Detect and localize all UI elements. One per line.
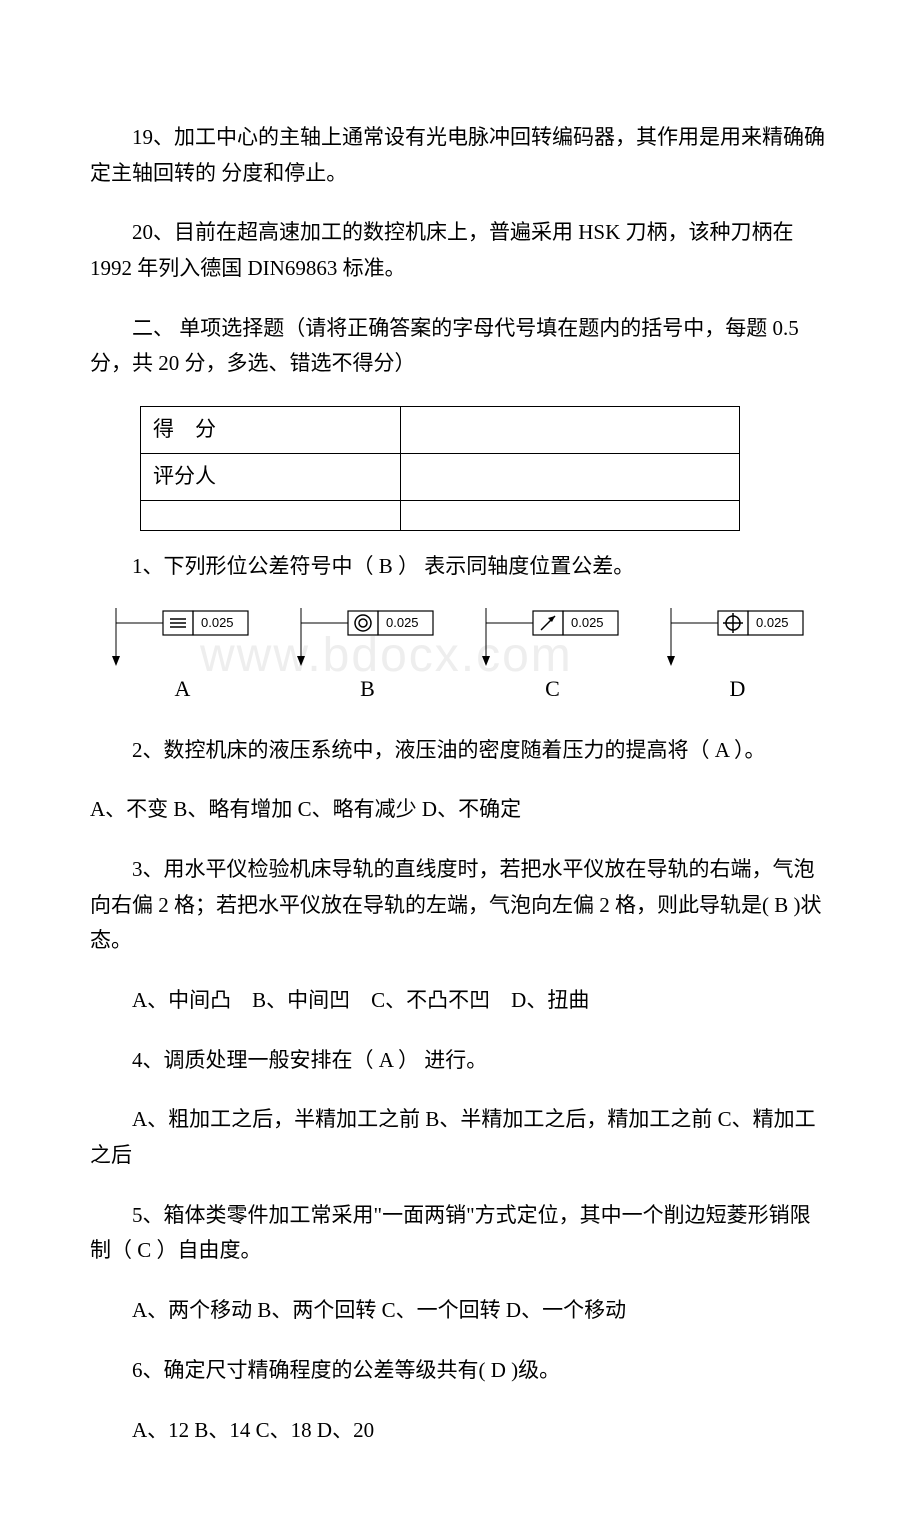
- table-row: 评分人: [141, 453, 740, 500]
- question-3: 3、用水平仪检验机床导轨的直线度时，若把水平仪放在导轨的右端，气泡向右偏 2 格…: [90, 852, 830, 959]
- symbol-label-b: B: [360, 670, 375, 707]
- section-2-heading: 二、 单项选择题（请将正确答案的字母代号填在题内的括号中，每题 0.5 分，共 …: [90, 311, 830, 382]
- empty-cell: [141, 500, 401, 530]
- svg-text:0.025: 0.025: [571, 615, 604, 630]
- svg-text:0.025: 0.025: [756, 615, 789, 630]
- question-5-options: A、两个移动 B、两个回转 C、一个回转 D、一个移动: [90, 1293, 830, 1329]
- symbol-label-c: C: [545, 670, 560, 707]
- symbol-option-a: 0.025 A: [108, 608, 258, 707]
- symbol-label-d: D: [730, 670, 746, 707]
- table-row: 得 分: [141, 407, 740, 454]
- symbol-option-d: 0.025 D: [663, 608, 813, 707]
- grader-value-cell: [401, 453, 740, 500]
- table-row: [141, 500, 740, 530]
- question-2: 2、数控机床的液压系统中，液压油的密度随着压力的提高将（ A ）。: [90, 733, 830, 769]
- score-value-cell: [401, 407, 740, 454]
- symbol-option-c: 0.025 C: [478, 608, 628, 707]
- question-4-options: A、粗加工之后，半精加工之前 B、半精加工之后，精加工之前 C、精加工之后: [90, 1102, 830, 1173]
- question-3-options: A、中间凸 B、中间凹 C、不凸不凹 D、扭曲: [90, 983, 830, 1019]
- question-2-options: A、不变 B、略有增加 C、略有减少 D、不确定: [90, 792, 830, 828]
- question-20: 20、目前在超高速加工的数控机床上，普遍采用 HSK 刀柄，该种刀柄在 1992…: [90, 215, 830, 286]
- runout-symbol-icon: 0.025: [478, 608, 628, 666]
- scoring-table: 得 分 评分人: [140, 406, 740, 530]
- empty-cell: [401, 500, 740, 530]
- concentricity-symbol-icon: 0.025: [293, 608, 443, 666]
- symbol-option-b: 0.025 B: [293, 608, 443, 707]
- document-body: 19、加工中心的主轴上通常设有光电脉冲回转编码器，其作用是用来精确确定主轴回转的…: [90, 120, 830, 1448]
- question-1: 1、下列形位公差符号中（ B ） 表示同轴度位置公差。: [90, 549, 830, 585]
- question-4: 4、调质处理一般安排在（ A ） 进行。: [90, 1043, 830, 1079]
- question-19: 19、加工中心的主轴上通常设有光电脉冲回转编码器，其作用是用来精确确定主轴回转的…: [90, 120, 830, 191]
- question-5: 5、箱体类零件加工常采用"一面两销"方式定位，其中一个削边短菱形销限制（ C ）…: [90, 1198, 830, 1269]
- svg-text:0.025: 0.025: [201, 615, 234, 630]
- question-6-options: A、12 B、14 C、18 D、20: [90, 1413, 830, 1449]
- grader-label-cell: 评分人: [141, 453, 401, 500]
- position-symbol-icon: 0.025: [663, 608, 813, 666]
- tolerance-symbols-row: 0.025 A 0.025 B: [90, 608, 830, 707]
- symbol-label-a: A: [175, 670, 191, 707]
- svg-text:0.025: 0.025: [386, 615, 419, 630]
- parallelism-symbol-icon: 0.025: [108, 608, 258, 666]
- question-6: 6、确定尺寸精确程度的公差等级共有( D )级。: [90, 1353, 830, 1389]
- score-label-cell: 得 分: [141, 407, 401, 454]
